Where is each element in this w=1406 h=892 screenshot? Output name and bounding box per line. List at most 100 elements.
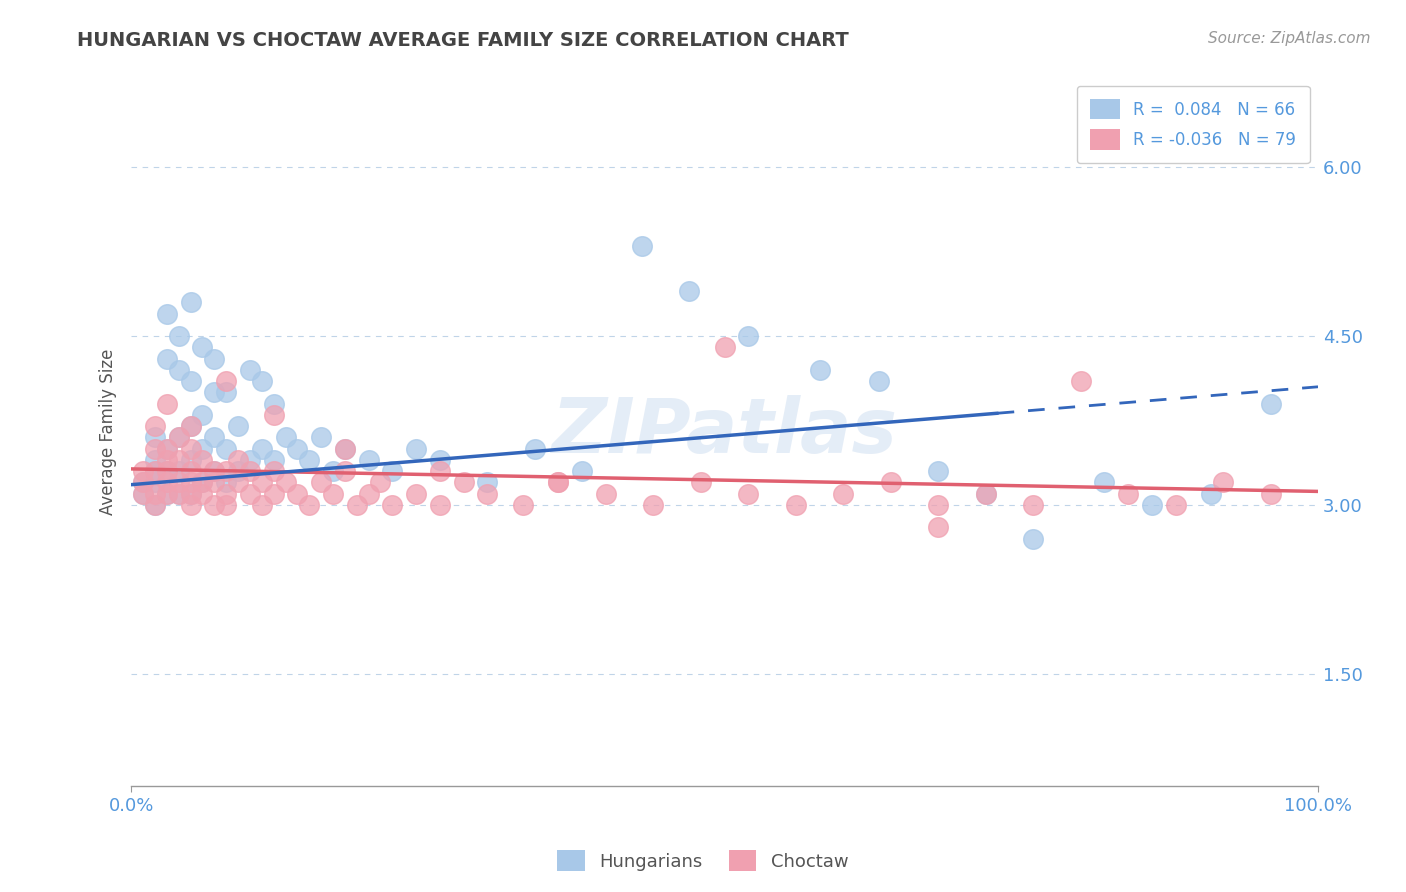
Point [215, 442, 238, 456]
Point [156, 307, 179, 321]
Point [429, 464, 451, 478]
Point [167, 475, 190, 490]
Point [215, 475, 238, 490]
Point [477, 486, 499, 500]
Point [156, 453, 179, 467]
Point [180, 374, 202, 388]
Point [180, 486, 202, 500]
Legend: R =  0.084   N = 66, R = -0.036   N = 79: R = 0.084 N = 66, R = -0.036 N = 79 [1077, 86, 1309, 163]
Point [180, 498, 202, 512]
Point [215, 464, 238, 478]
Point [298, 498, 321, 512]
Point [274, 475, 297, 490]
Point [180, 419, 202, 434]
Point [167, 430, 190, 444]
Point [1140, 498, 1163, 512]
Point [453, 475, 475, 490]
Point [215, 374, 238, 388]
Point [571, 464, 593, 478]
Point [381, 498, 404, 512]
Point [832, 486, 855, 500]
Text: ZIPatlas: ZIPatlas [551, 395, 897, 469]
Point [180, 442, 202, 456]
Point [595, 486, 617, 500]
Point [868, 374, 890, 388]
Point [309, 430, 332, 444]
Point [167, 464, 190, 478]
Point [370, 475, 392, 490]
Point [180, 419, 202, 434]
Point [287, 442, 309, 456]
Point [215, 486, 238, 500]
Point [974, 486, 997, 500]
Point [357, 486, 380, 500]
Point [737, 329, 759, 343]
Point [202, 475, 225, 490]
Point [167, 486, 190, 500]
Point [156, 442, 179, 456]
Point [927, 520, 949, 534]
Point [143, 442, 166, 456]
Point [1116, 486, 1139, 500]
Point [1212, 475, 1234, 490]
Point [239, 453, 262, 467]
Point [226, 475, 249, 490]
Point [202, 385, 225, 400]
Point [333, 442, 356, 456]
Point [156, 464, 179, 478]
Point [215, 385, 238, 400]
Point [287, 486, 309, 500]
Point [547, 475, 569, 490]
Point [143, 464, 166, 478]
Point [143, 498, 166, 512]
Point [737, 486, 759, 500]
Point [429, 498, 451, 512]
Point [143, 486, 166, 500]
Point [333, 442, 356, 456]
Point [346, 498, 368, 512]
Point [156, 397, 179, 411]
Point [1199, 486, 1222, 500]
Point [132, 475, 155, 490]
Point [191, 453, 214, 467]
Point [167, 486, 190, 500]
Point [298, 453, 321, 467]
Point [927, 498, 949, 512]
Point [250, 374, 273, 388]
Point [180, 453, 202, 467]
Point [132, 486, 155, 500]
Point [381, 464, 404, 478]
Point [132, 486, 155, 500]
Point [405, 486, 427, 500]
Point [156, 486, 179, 500]
Legend: Hungarians, Choctaw: Hungarians, Choctaw [550, 843, 856, 879]
Point [226, 453, 249, 467]
Point [523, 442, 546, 456]
Point [143, 498, 166, 512]
Point [167, 329, 190, 343]
Point [1022, 498, 1045, 512]
Point [132, 475, 155, 490]
Point [250, 475, 273, 490]
Point [547, 475, 569, 490]
Point [1070, 374, 1092, 388]
Point [191, 486, 214, 500]
Point [215, 498, 238, 512]
Point [226, 464, 249, 478]
Point [927, 464, 949, 478]
Point [180, 295, 202, 310]
Point [239, 464, 262, 478]
Point [226, 419, 249, 434]
Point [808, 363, 831, 377]
Point [191, 408, 214, 422]
Point [263, 453, 285, 467]
Point [1260, 397, 1282, 411]
Point [322, 486, 344, 500]
Text: HUNGARIAN VS CHOCTAW AVERAGE FAMILY SIZE CORRELATION CHART: HUNGARIAN VS CHOCTAW AVERAGE FAMILY SIZE… [77, 31, 849, 50]
Point [974, 486, 997, 500]
Point [1092, 475, 1115, 490]
Point [180, 464, 202, 478]
Point [202, 498, 225, 512]
Point [191, 475, 214, 490]
Point [156, 464, 179, 478]
